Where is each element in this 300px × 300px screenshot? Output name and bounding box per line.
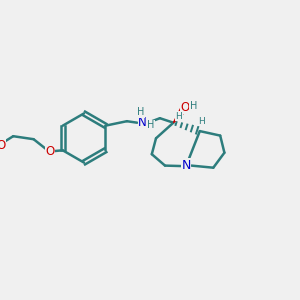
Text: H: H [190,101,197,112]
Text: H: H [176,112,182,121]
Text: O: O [0,139,5,152]
Text: N: N [181,159,191,172]
Text: O: O [46,145,55,158]
Polygon shape [173,108,186,123]
Text: H: H [198,117,205,126]
Text: H: H [147,120,155,130]
Text: O: O [180,100,189,114]
Text: H: H [137,107,145,117]
Text: N: N [138,116,147,129]
